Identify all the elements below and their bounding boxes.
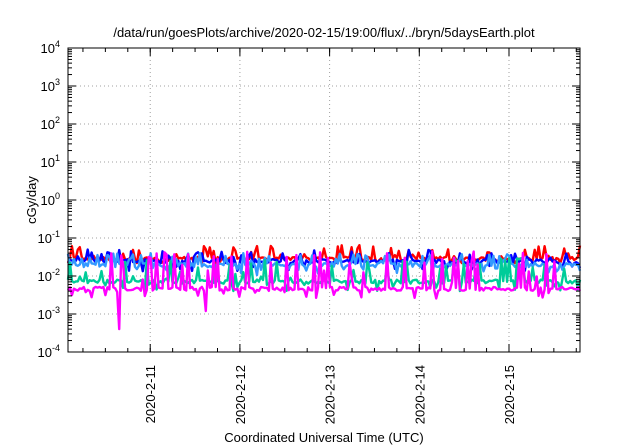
grid [68, 48, 580, 352]
series-layer [66, 244, 582, 331]
y-tick-label: 104 [41, 39, 60, 56]
x-tick-label: 2020-2-13 [323, 365, 338, 424]
y-tick-label: 102 [41, 115, 60, 132]
y-tick-label: 100 [41, 191, 60, 208]
x-tick-label: 2020-2-11 [143, 365, 158, 423]
y-tick-label: 103 [41, 77, 60, 94]
y-tick-label: 10-2 [38, 267, 60, 284]
series-line [67, 250, 582, 331]
x-tick-label: 2020-2-12 [233, 365, 248, 424]
y-tick-label: 10-3 [38, 305, 60, 322]
x-tick-label: 2020-2-15 [502, 365, 517, 424]
series-line [66, 251, 582, 277]
x-axis: 2020-2-11 2020-2-12 2020-2-13 2020-2-14 2020… [82, 48, 577, 424]
y-axis: 10-4 10-3 10-2 10-1 100 101 102 103 104 [38, 39, 580, 360]
chart-title: /data/run/goesPlots/archive/2020-02-15/1… [113, 25, 535, 40]
y-tick-label: 101 [41, 153, 60, 170]
y-tick-label: 10-4 [38, 343, 60, 360]
x-axis-label: Coordinated Universal Time (UTC) [224, 430, 423, 445]
y-tick-label: 10-1 [38, 229, 60, 246]
x-tick-label: 2020-2-14 [412, 365, 427, 424]
y-axis-label: cGy/day [24, 176, 39, 224]
